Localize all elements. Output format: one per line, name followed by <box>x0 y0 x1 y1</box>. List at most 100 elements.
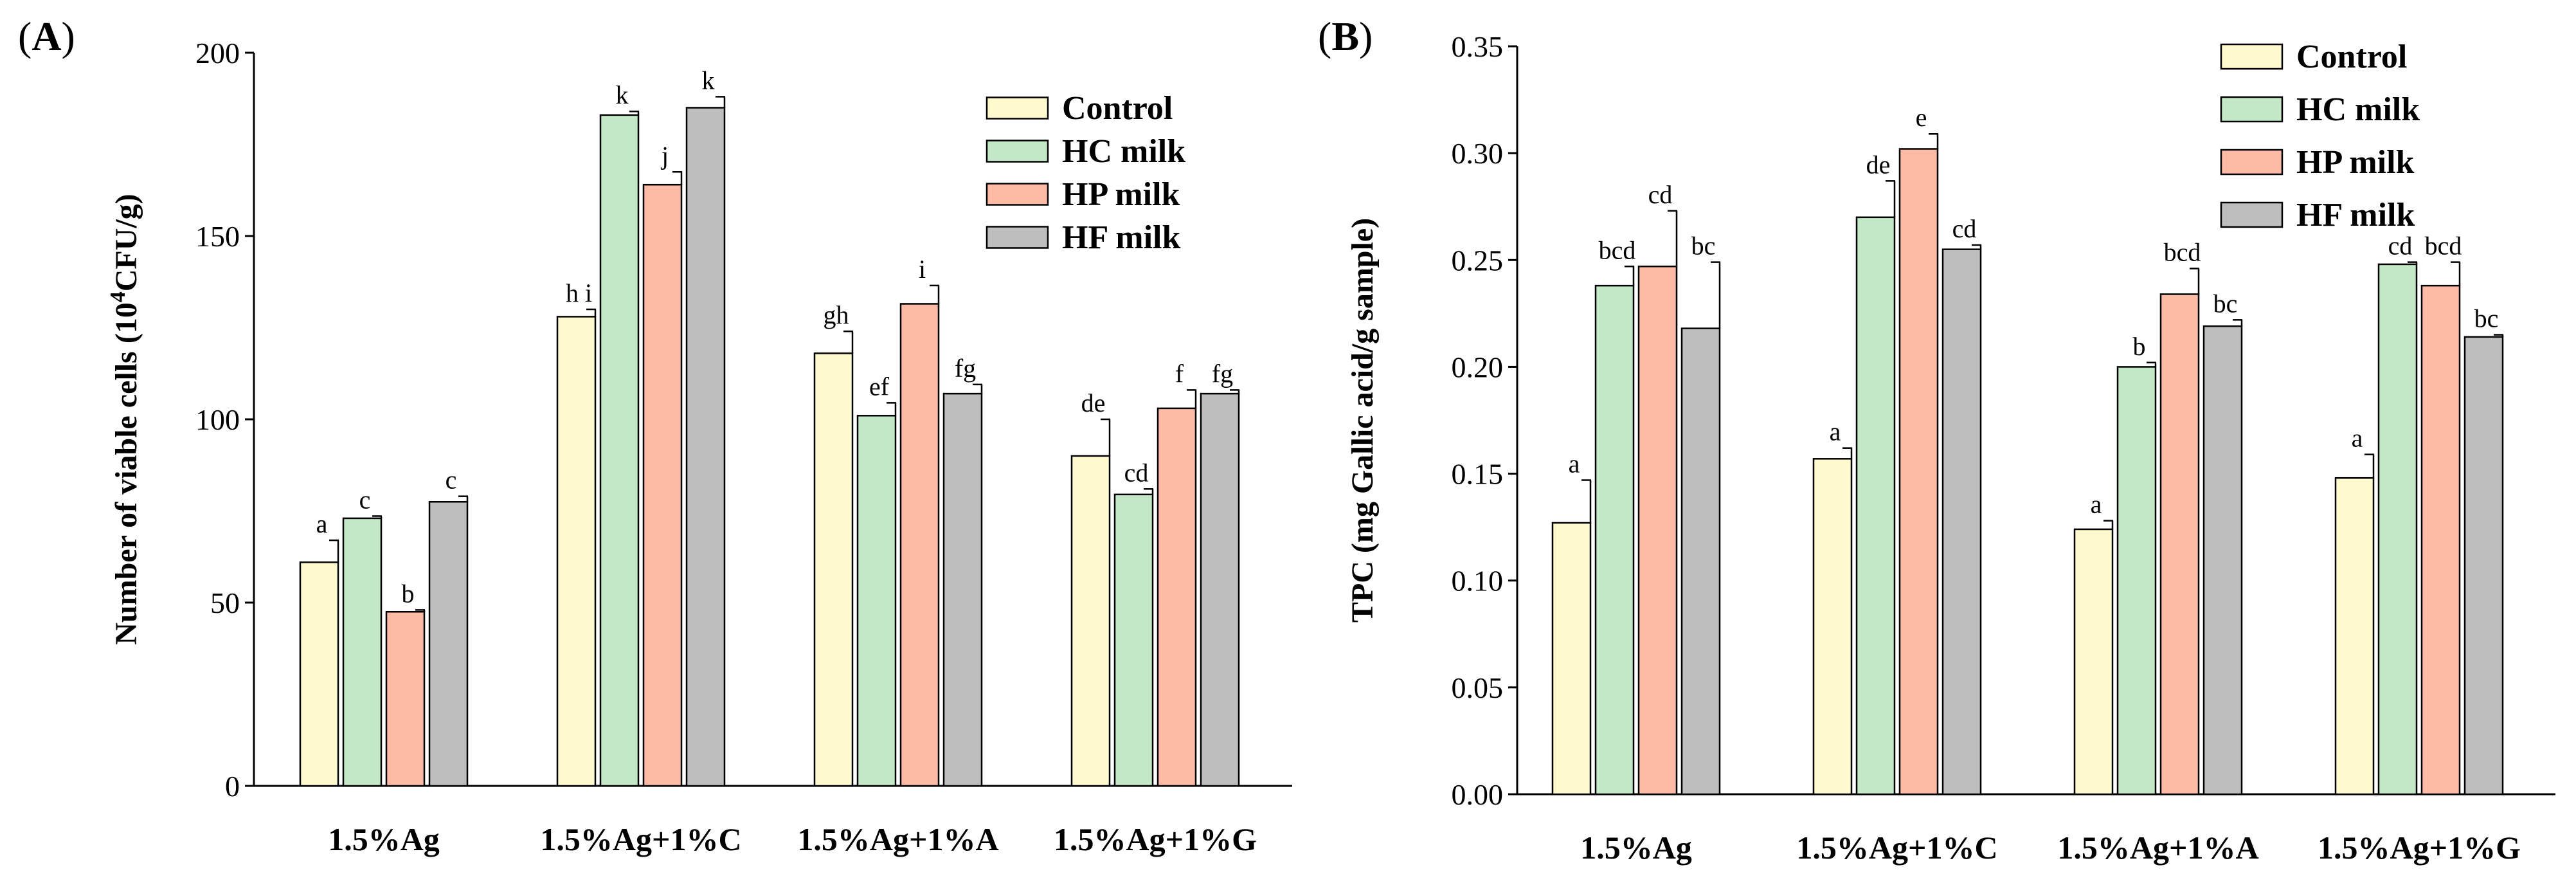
chart-panel-a: (A) 0 50 100 150 200 Number of viable cells (1… <box>18 14 1292 857</box>
bar <box>385 611 426 787</box>
significance-letter: c <box>359 485 371 514</box>
y-tick-label: 100 <box>195 403 240 436</box>
bar <box>2334 477 2375 796</box>
panel-label-letter: A <box>32 14 61 59</box>
significance-letter: cd <box>1952 214 1977 243</box>
significance-letter: k <box>616 80 629 109</box>
significance-letter: cd <box>1124 458 1149 487</box>
y-tick-label: 0.05 <box>1452 671 1504 704</box>
bar <box>1637 266 1678 796</box>
legend-label: Control <box>2296 39 2407 75</box>
significance-letter: f <box>1175 359 1184 388</box>
significance-letter: cd <box>1648 180 1673 209</box>
significance-letter: i <box>919 255 926 284</box>
bar <box>685 107 726 787</box>
bar <box>899 303 940 787</box>
y-axis-title-superscript: 4 <box>106 291 130 302</box>
significance-letter: gh <box>824 300 849 329</box>
significance-letter: a <box>2091 490 2102 519</box>
legend-label: HC milk <box>2296 91 2420 128</box>
significance-letter: b <box>402 579 415 608</box>
y-tick-label: 150 <box>195 220 240 253</box>
significance-letter: bcd <box>2164 238 2201 267</box>
significance-letter: ef <box>869 372 890 401</box>
significance-letter: cd <box>2388 232 2413 260</box>
bar <box>2202 325 2243 796</box>
y-tick-label: 0.20 <box>1452 350 1504 383</box>
significance-letter: fg <box>1212 359 1233 388</box>
y-axis-title-main: TPC (mg Gallic acid/g sample) <box>1346 218 1380 623</box>
y-tick-label: 0.35 <box>1452 30 1504 63</box>
y-axis-title: Number of viable cells (104CFU/g) <box>106 194 143 644</box>
bar <box>599 114 640 787</box>
legend-swatch <box>986 96 1049 120</box>
legend-swatch <box>986 140 1049 163</box>
bar <box>2116 366 2157 796</box>
bar <box>299 561 339 787</box>
x-tick-label: 1.5%Ag+1%A <box>2057 830 2258 866</box>
significance-letter: a <box>1830 417 1841 446</box>
significance-letter: bc <box>2213 289 2238 318</box>
legend-swatch <box>2220 149 2283 176</box>
legend-swatch <box>2220 43 2283 70</box>
panel-label-paren-close: ) <box>62 14 75 59</box>
significance-letter: fg <box>955 354 976 383</box>
significance-letter: a <box>1569 450 1580 478</box>
significance-letter: a <box>316 509 328 538</box>
legend-swatch <box>2220 201 2283 228</box>
x-tick-label: 1.5%Ag <box>328 821 440 857</box>
bar <box>856 415 897 787</box>
panel-label-paren-close: ) <box>1359 14 1373 59</box>
y-axis-title: TPC (mg Gallic acid/g sample) <box>1346 218 1380 623</box>
panel-label-paren-open: ( <box>1318 14 1331 59</box>
significance-letter: bc <box>2474 304 2499 333</box>
bar <box>2073 528 2114 796</box>
legend-swatch <box>986 226 1049 249</box>
x-tick-label: 1.5%Ag+1%G <box>1054 821 1257 857</box>
bar <box>642 183 683 787</box>
legend-label: HF milk <box>2296 197 2415 233</box>
bar <box>342 517 383 787</box>
legend-label: HC milk <box>1062 133 1185 170</box>
y-tick-label: 0.25 <box>1452 244 1504 277</box>
bar <box>1812 458 1853 796</box>
y-tick-label: 0.15 <box>1452 458 1504 491</box>
panel-label-paren-open: ( <box>18 14 32 59</box>
bar <box>1551 522 1592 796</box>
significance-letter: e <box>1916 103 1927 132</box>
x-tick-label: 1.5%Ag+1%G <box>2318 830 2521 866</box>
significance-letter: b <box>2133 332 2146 361</box>
significance-letter: bc <box>1691 232 1716 260</box>
significance-letter: bcd <box>1599 235 1636 264</box>
significance-letter: k <box>702 66 715 95</box>
significance-letter: de <box>1866 150 1891 179</box>
legend-swatch <box>986 183 1049 206</box>
legend-swatch <box>2220 96 2283 123</box>
bar <box>1855 216 1896 796</box>
bar <box>1157 407 1197 787</box>
y-tick-label: 0.00 <box>1452 778 1504 811</box>
legend-label: HP milk <box>2296 144 2415 181</box>
x-tick-label: 1.5%Ag+1%C <box>540 821 741 857</box>
bar <box>1898 148 1939 796</box>
bar <box>942 392 983 787</box>
significance-letter: a <box>2352 424 2363 453</box>
bar <box>2463 336 2504 796</box>
bar <box>1113 493 1154 787</box>
y-tick-label: 0 <box>225 770 240 803</box>
chart-panel-b: (B) 0.00 0.05 0.10 0.15 0.20 0.25 0.30 0.35 TPC (… <box>1318 14 2555 866</box>
y-tick-label: 0.30 <box>1452 137 1504 170</box>
bar <box>428 501 469 787</box>
significance-letter: de <box>1081 388 1106 417</box>
bar <box>2159 293 2200 796</box>
x-tick-label: 1.5%Ag+1%C <box>1796 830 1997 866</box>
bar <box>1200 392 1240 787</box>
panel-label: (A) <box>18 14 75 59</box>
x-tick-label: 1.5%Ag+1%A <box>797 821 998 857</box>
panel-label-letter: B <box>1331 14 1359 59</box>
bar <box>813 352 854 787</box>
legend-label: Control <box>1062 90 1173 127</box>
significance-letter: h i <box>566 278 592 307</box>
significance-letter: bcd <box>2425 232 2462 260</box>
